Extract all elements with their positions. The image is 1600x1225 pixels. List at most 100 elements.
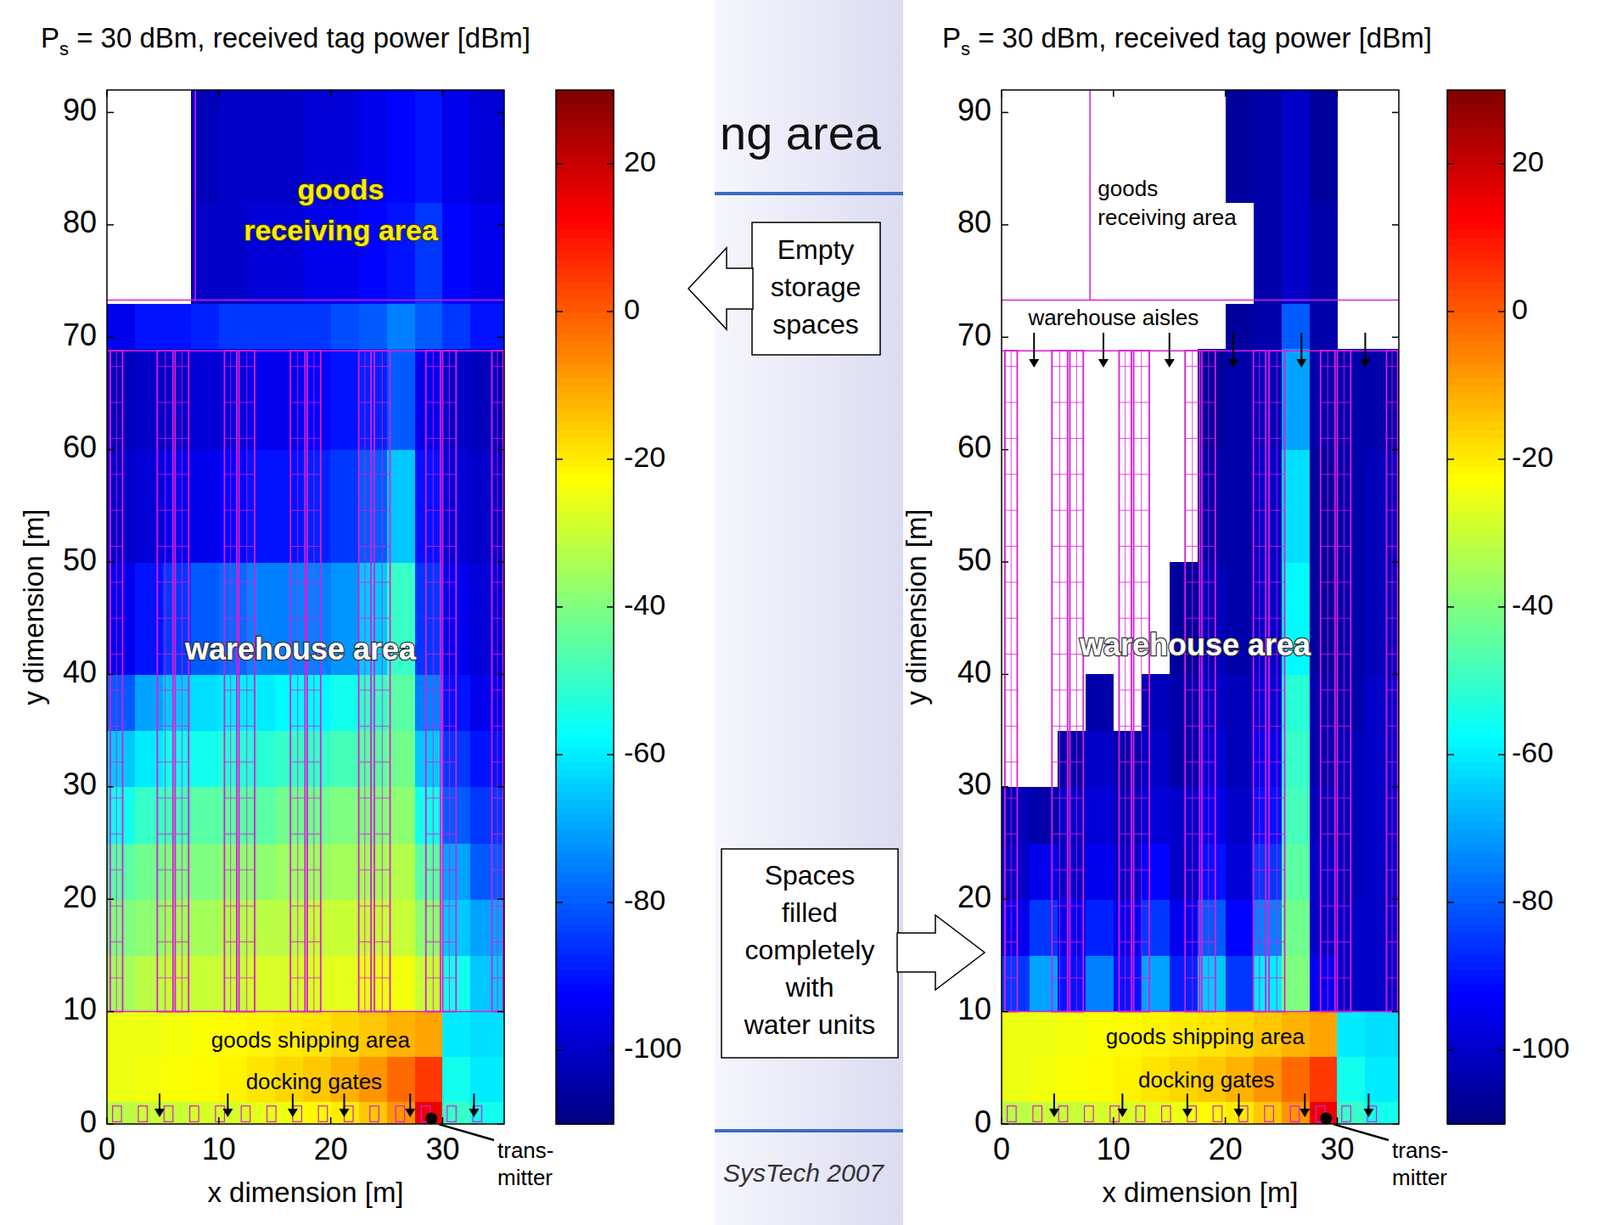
rack-shelf [157, 725, 173, 727]
colorbar-strip [1447, 651, 1505, 659]
rack-shelf [239, 797, 255, 799]
rack-shelf [1134, 437, 1150, 439]
heat-cell [1225, 673, 1255, 731]
heat-cell [442, 202, 472, 304]
rack-shelf [491, 976, 503, 978]
colorbar-strip [555, 931, 614, 940]
colorbar-strip [555, 577, 614, 585]
rack-shelf [1134, 545, 1150, 547]
rack-shelf [290, 473, 305, 475]
dock-gate [215, 1105, 225, 1123]
rack-shelf [442, 402, 456, 404]
colorbar-strip [555, 894, 614, 903]
x-tick [1000, 1117, 1003, 1124]
colorbar-strip [555, 570, 614, 579]
rack-shelf [1051, 510, 1067, 511]
callout-arrow [897, 915, 985, 990]
rack-shelf [224, 689, 237, 691]
colorbar-strip [1447, 252, 1505, 260]
colorbar-strip [1447, 791, 1505, 800]
gate-arrow [342, 1093, 345, 1111]
colorbar-strip [1447, 104, 1505, 113]
rack-shelf [1051, 365, 1067, 367]
rack-shelf [359, 365, 372, 367]
colorbar-strip [555, 163, 614, 172]
heat-cell [134, 348, 164, 451]
rack-shelf [307, 473, 321, 475]
colorbar-tick [1447, 458, 1455, 461]
rack-shelf [359, 510, 372, 511]
heat-cell [275, 449, 304, 563]
rack-shelf [1201, 437, 1216, 439]
rack-line [364, 350, 365, 1011]
rack-shelf [174, 797, 189, 799]
heat-cell [1309, 1011, 1339, 1058]
area-label: warehouse area [184, 631, 417, 667]
y-tick [497, 1122, 505, 1125]
rack-shelf [1118, 365, 1132, 367]
heat-cell [415, 898, 444, 956]
rack-shelf [239, 869, 255, 871]
heat-cell [442, 449, 472, 563]
colorbar-strip [555, 636, 614, 645]
y-tick [497, 785, 505, 788]
heat-cell [303, 303, 332, 350]
heat-cell [1029, 954, 1059, 1012]
colorbar-tick [1498, 458, 1505, 461]
heat-cell [1001, 1011, 1031, 1058]
heat-cell [1309, 89, 1339, 203]
colorbar-strip [1447, 429, 1505, 438]
colorbar-strip [555, 1042, 614, 1050]
rack-line [449, 350, 450, 1011]
slide-footer: SysTech 2007 [723, 1158, 885, 1187]
heat-cell [162, 348, 192, 451]
colorbar-tick [606, 606, 614, 608]
rack-shelf [307, 545, 321, 547]
rack-shelf [426, 545, 441, 547]
rack-shelf [224, 941, 237, 943]
colorbar-strip [555, 724, 614, 733]
colorbar-strip [1447, 880, 1505, 888]
rack-line [116, 350, 118, 1011]
rack-shelf [174, 581, 189, 583]
rack-shelf [1134, 365, 1150, 367]
rack-shelf [374, 617, 390, 619]
y-tick [1001, 1122, 1009, 1125]
x-tick-label: 10 [1096, 1131, 1131, 1167]
heat-cell [218, 673, 248, 731]
colorbar-strip [1447, 909, 1505, 918]
colorbar-strip [555, 858, 614, 866]
rack-shelf [1253, 510, 1267, 511]
colorbar-strip [555, 348, 614, 357]
colorbar-strip [555, 437, 614, 445]
heat-cell [1169, 842, 1199, 900]
area-label: receiving area [243, 213, 439, 247]
heat-cell [415, 449, 444, 563]
rack [1201, 350, 1216, 1011]
heat-cell [470, 1056, 505, 1103]
colorbar-strip [555, 171, 614, 180]
plot-frame [106, 89, 505, 1124]
y-tick [497, 224, 505, 226]
heat-cell [162, 842, 192, 900]
rack [1320, 350, 1336, 1011]
colorbar-strip [555, 599, 614, 607]
colorbar-strip [555, 319, 614, 327]
rack-shelf [491, 545, 503, 547]
colorbar-strip [1447, 171, 1505, 180]
heat-cell [1336, 786, 1366, 844]
rack-shelf [239, 941, 255, 943]
y-tick-label: 60 [957, 429, 992, 465]
heat-cell [1364, 842, 1399, 900]
colorbar-strip [555, 525, 614, 534]
colorbar-strip [555, 466, 614, 475]
y-tick [106, 449, 114, 451]
colorbar-strip [555, 754, 614, 763]
rack-shelf [224, 545, 237, 547]
rack-shelf [491, 761, 503, 763]
area-label: receiving area [1097, 204, 1237, 231]
heat-cell [1113, 842, 1143, 900]
x-tick-label: 0 [98, 1131, 116, 1167]
callout-text: spaces [772, 308, 859, 340]
colorbar-label: -40 [1511, 588, 1554, 621]
